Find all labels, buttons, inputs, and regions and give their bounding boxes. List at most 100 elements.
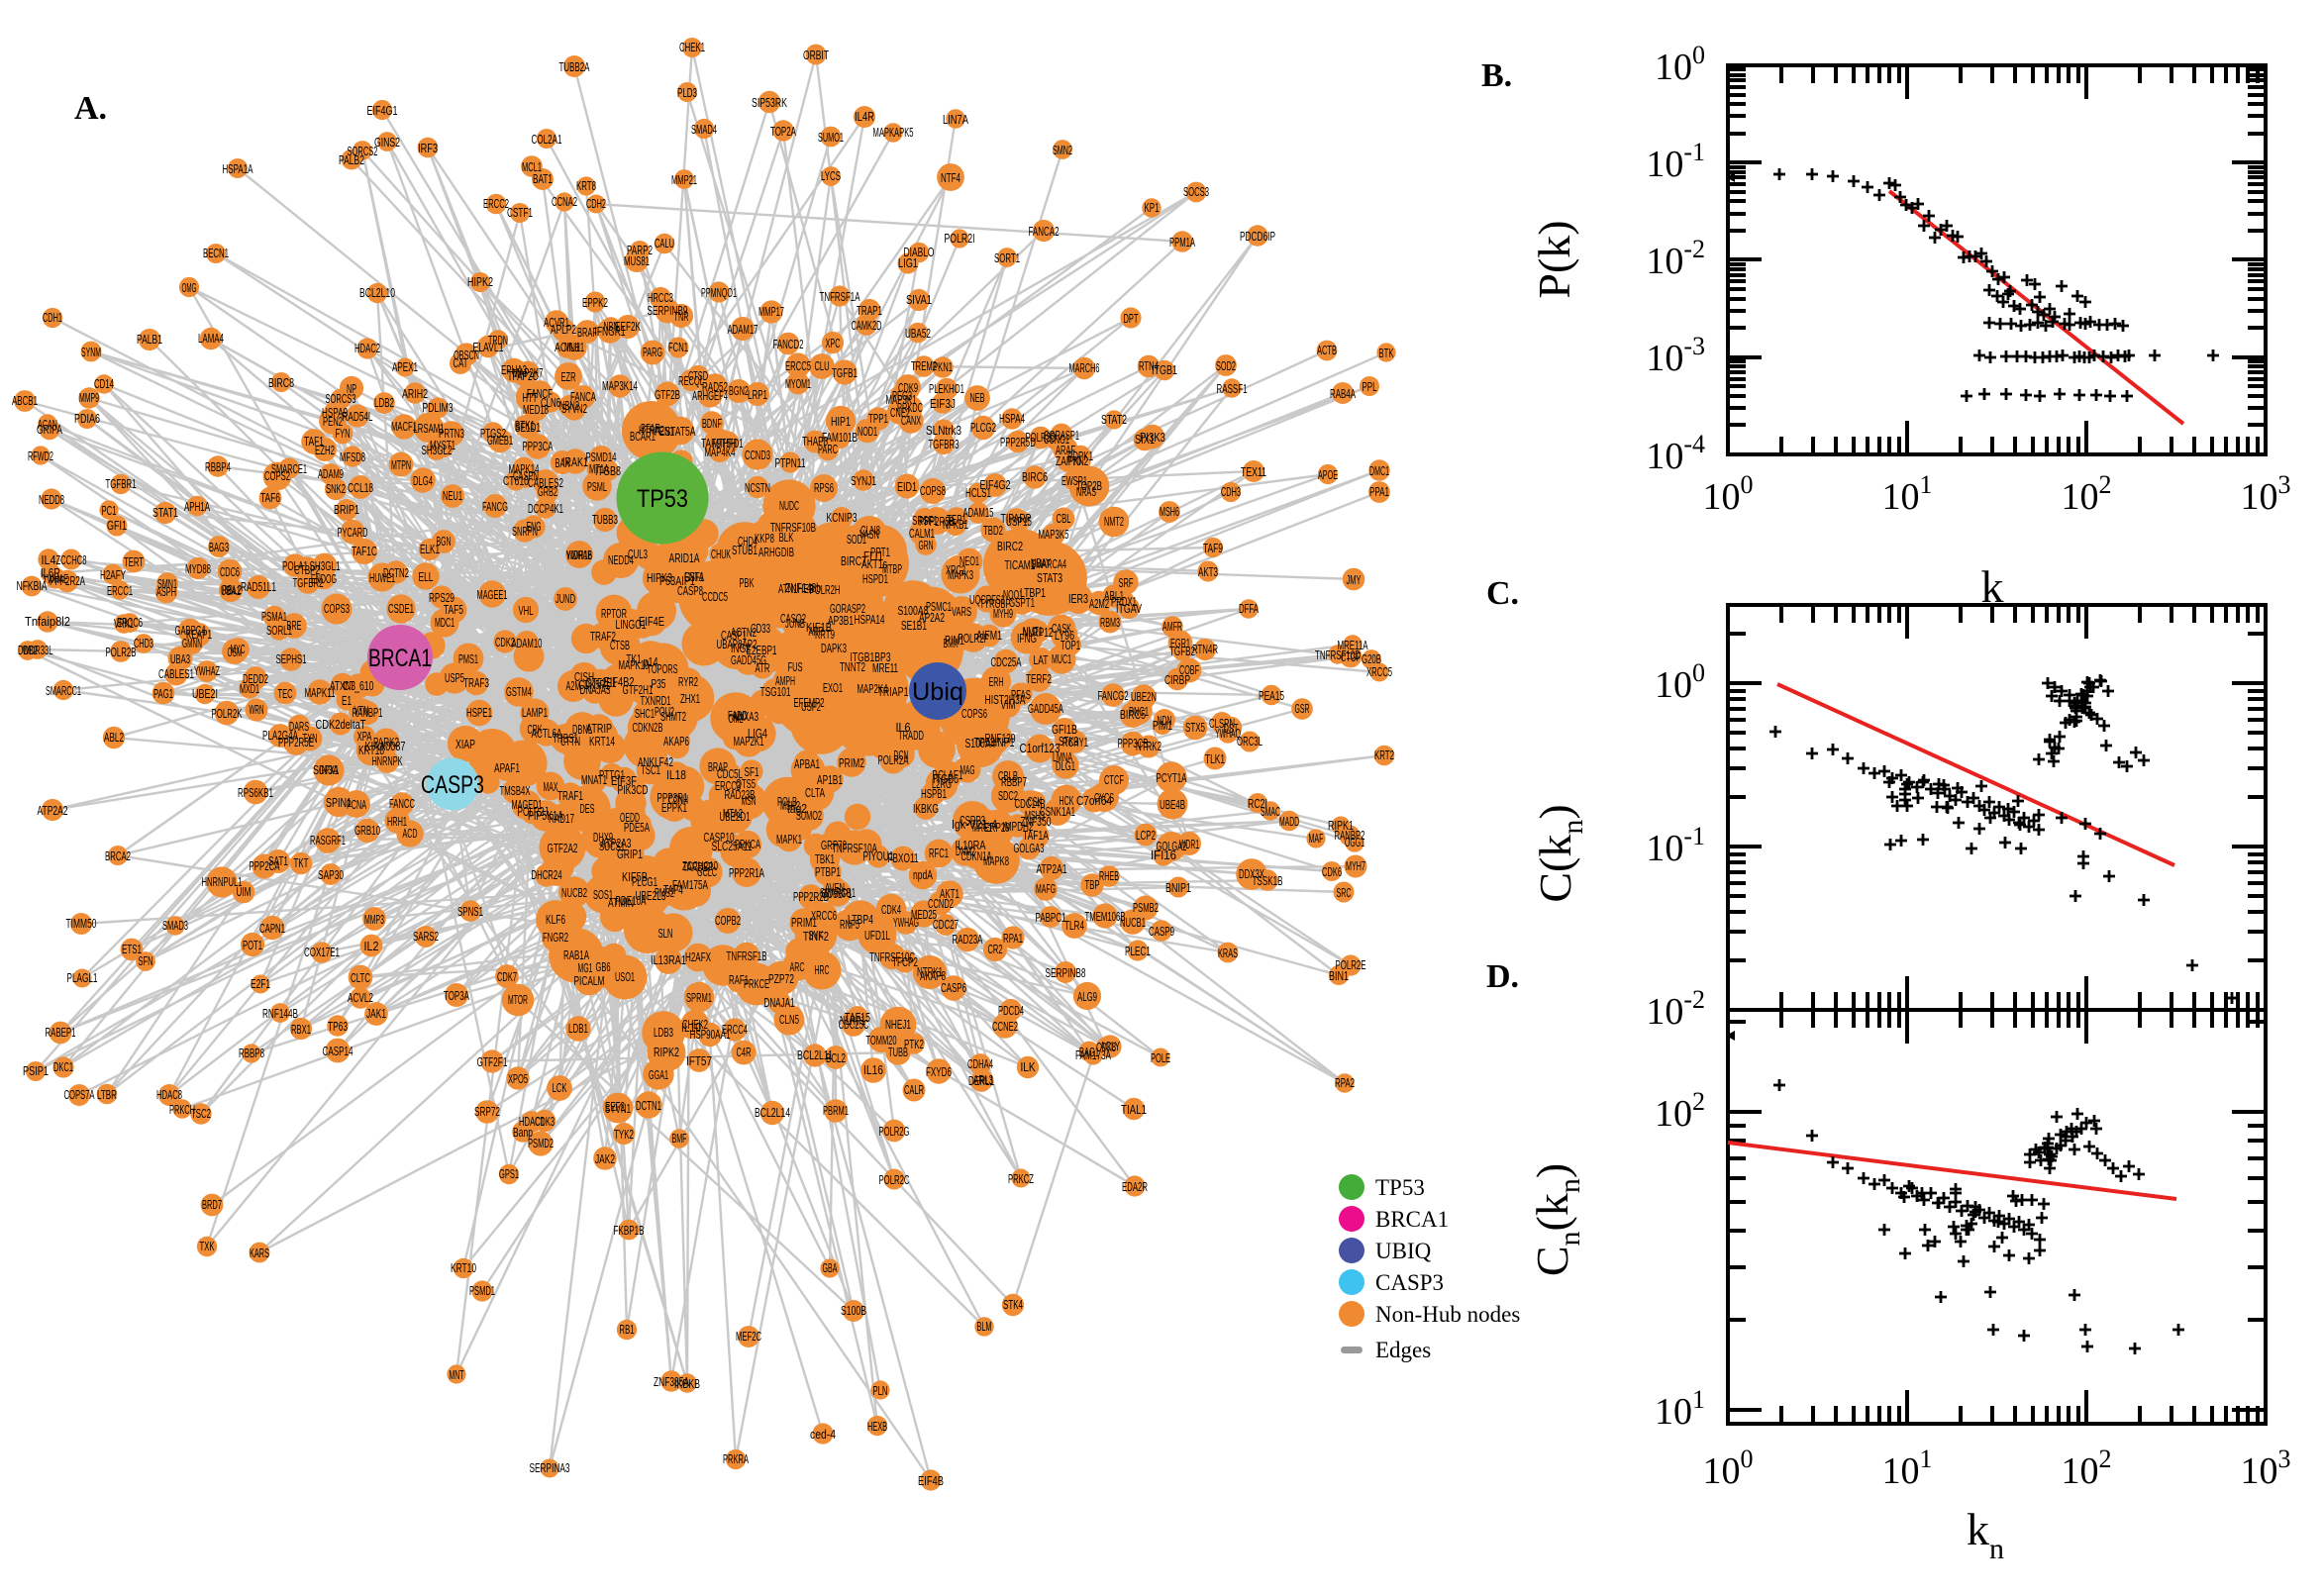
svg-text:CTSD: CTSD (688, 368, 708, 383)
svg-text:GRP78: GRP78 (821, 838, 847, 852)
svg-text:MNT: MNT (450, 1367, 464, 1382)
svg-text:YWHAB: YWHAB (566, 548, 592, 562)
svg-text:FNTA: FNTA (684, 569, 704, 584)
svg-text:DNM2: DNM2 (956, 844, 975, 858)
svg-text:RAD23B: RAD23B (725, 787, 756, 802)
svg-text:HSPD1: HSPD1 (862, 571, 888, 586)
svg-text:H2AFX: H2AFX (685, 949, 711, 964)
svg-text:OSM: OSM (228, 645, 243, 659)
svg-text:ERCC1: ERCC1 (107, 583, 133, 598)
svg-text:PARG: PARG (643, 345, 662, 359)
svg-text:TEP1: TEP1 (947, 512, 966, 527)
svg-text:TICAM1: TICAM1 (1005, 557, 1036, 572)
svg-text:BCL2L11: BCL2L11 (797, 1047, 833, 1062)
svg-text:ETS1: ETS1 (122, 942, 142, 956)
svg-text:TOP2B: TOP2B (1076, 478, 1102, 493)
svg-text:WDR1: WDR1 (1179, 837, 1199, 851)
svg-text:UBAY: UBAY (1031, 555, 1051, 570)
svg-text:OMG: OMG (182, 280, 197, 295)
svg-text:tag2: tag2 (787, 801, 807, 816)
svg-text:MMP3: MMP3 (364, 912, 384, 927)
svg-text:MADD: MADD (1279, 814, 1299, 829)
svg-text:BRAP: BRAP (708, 759, 728, 774)
svg-text:BCL2: BCL2 (826, 1050, 846, 1065)
svg-text:KRT8: KRT8 (576, 178, 596, 193)
svg-text:WRN: WRN (250, 702, 264, 717)
svg-text:NBN2: NBN2 (559, 398, 579, 413)
svg-text:SDC2: SDC2 (998, 788, 1018, 803)
svg-text:MSH3: MSH3 (1025, 808, 1045, 823)
svg-text:GRIP1: GRIP1 (617, 847, 643, 861)
svg-text:ORC3L: ORC3L (1237, 734, 1262, 748)
svg-text:PPMNQO1: PPMNQO1 (701, 285, 737, 300)
svg-text:EIF4G2: EIF4G2 (980, 477, 1011, 492)
svg-text:BLK: BLK (779, 530, 794, 545)
svg-text:EPHA3: EPHA3 (501, 362, 527, 377)
svg-text:KIF1B: KIF1B (806, 620, 832, 635)
svg-text:THBS1: THBS1 (553, 731, 578, 746)
svg-text:SERPINA3: SERPINA3 (530, 1460, 570, 1475)
svg-text:CDC25C: CDC25C (839, 1017, 869, 1032)
svg-text:ELAVL1: ELAVL1 (473, 340, 504, 354)
svg-text:npdA: npdA (913, 867, 933, 882)
svg-text:GABPC4: GABPC4 (175, 623, 206, 638)
svg-text:ITGB6: ITGB6 (933, 771, 959, 786)
svg-text:MAPK10: MAPK10 (619, 657, 650, 672)
svg-text:HSPB1: HSPB1 (921, 786, 947, 801)
svg-text:CASP14: CASP14 (323, 1044, 354, 1058)
svg-text:TXK: TXK (200, 1239, 215, 1253)
svg-text:MT1A: MT1A (589, 461, 609, 476)
svg-text:ITGB1: ITGB1 (1152, 362, 1177, 377)
svg-text:PSIP1: PSIP1 (23, 1063, 49, 1078)
svg-text:RECQL: RECQL (678, 373, 704, 388)
svg-text:YWHAG: YWHAG (893, 915, 919, 930)
svg-text:CASP1: CASP1 (721, 628, 747, 643)
svg-text:POLE: POLE (1151, 1050, 1170, 1065)
svg-text:COX17E1: COX17E1 (304, 945, 340, 959)
svg-text:CASP8: CASP8 (677, 583, 703, 598)
svg-text:MAPKAPK5: MAPKAPK5 (873, 125, 914, 140)
svg-text:NUCB2: NUCB2 (561, 885, 587, 900)
svg-text:ERH: ERH (989, 674, 1004, 689)
svg-text:CRK: CRK (528, 722, 543, 737)
svg-text:TFCP2: TFCP2 (892, 954, 918, 969)
svg-text:TNFRSF10A: TNFRSF10A (832, 841, 877, 855)
svg-text:IFNG: IFNG (1017, 631, 1037, 646)
svg-text:JMY: JMY (1347, 572, 1362, 587)
svg-text:FNGR2: FNGR2 (543, 930, 568, 945)
svg-text:UIM: UIM (237, 884, 252, 899)
svg-text:DCTN2: DCTN2 (383, 565, 409, 580)
svg-text:HNRNPUL1: HNRNPUL1 (202, 874, 243, 889)
svg-text:JUND: JUND (556, 591, 575, 606)
svg-text:PNC1: PNC1 (1129, 704, 1149, 719)
svg-text:UBE2N: UBE2N (1131, 689, 1157, 704)
svg-text:PPM1A: PPM1A (1169, 235, 1195, 249)
svg-text:BRIP1: BRIP1 (334, 502, 359, 517)
svg-text:PABPC1: PABPC1 (1036, 910, 1066, 925)
svg-text:RAD52: RAD52 (702, 379, 728, 394)
svg-text:RPS29: RPS29 (429, 590, 454, 605)
svg-text:TPP1: TPP1 (868, 411, 888, 426)
svg-text:IL10: IL10 (681, 1020, 701, 1035)
svg-text:ADAM17: ADAM17 (728, 322, 758, 337)
svg-text:CR2: CR2 (988, 942, 1003, 956)
svg-text:GTF2F1: GTF2F1 (477, 1054, 508, 1069)
svg-text:UBE2I: UBE2I (192, 686, 218, 701)
svg-text:ACTL6A: ACTL6A (532, 726, 562, 741)
svg-text:ERP29: ERP29 (984, 820, 1010, 835)
svg-text:GRIPA: GRIPA (37, 422, 62, 437)
svg-text:SYVN1: SYVN1 (605, 1101, 631, 1116)
svg-text:HSPA4: HSPA4 (999, 411, 1025, 426)
svg-text:POU2: POU2 (655, 704, 674, 719)
svg-text:TRAF1: TRAF1 (557, 788, 583, 803)
svg-text:BGN2: BGN2 (729, 383, 749, 398)
svg-text:CHD4: CHD4 (738, 534, 758, 549)
svg-text:STUB1: STUB1 (732, 543, 758, 557)
svg-text:PSMB2: PSMB2 (1133, 900, 1159, 915)
svg-text:VARS: VARS (952, 604, 971, 619)
svg-text:RBBP7: RBBP7 (1001, 774, 1027, 789)
svg-text:TAF1C: TAF1C (352, 544, 377, 558)
svg-text:SUMO1: SUMO1 (818, 130, 844, 145)
svg-text:DES: DES (580, 801, 595, 816)
svg-text:CTBP2: CTBP2 (294, 562, 320, 577)
